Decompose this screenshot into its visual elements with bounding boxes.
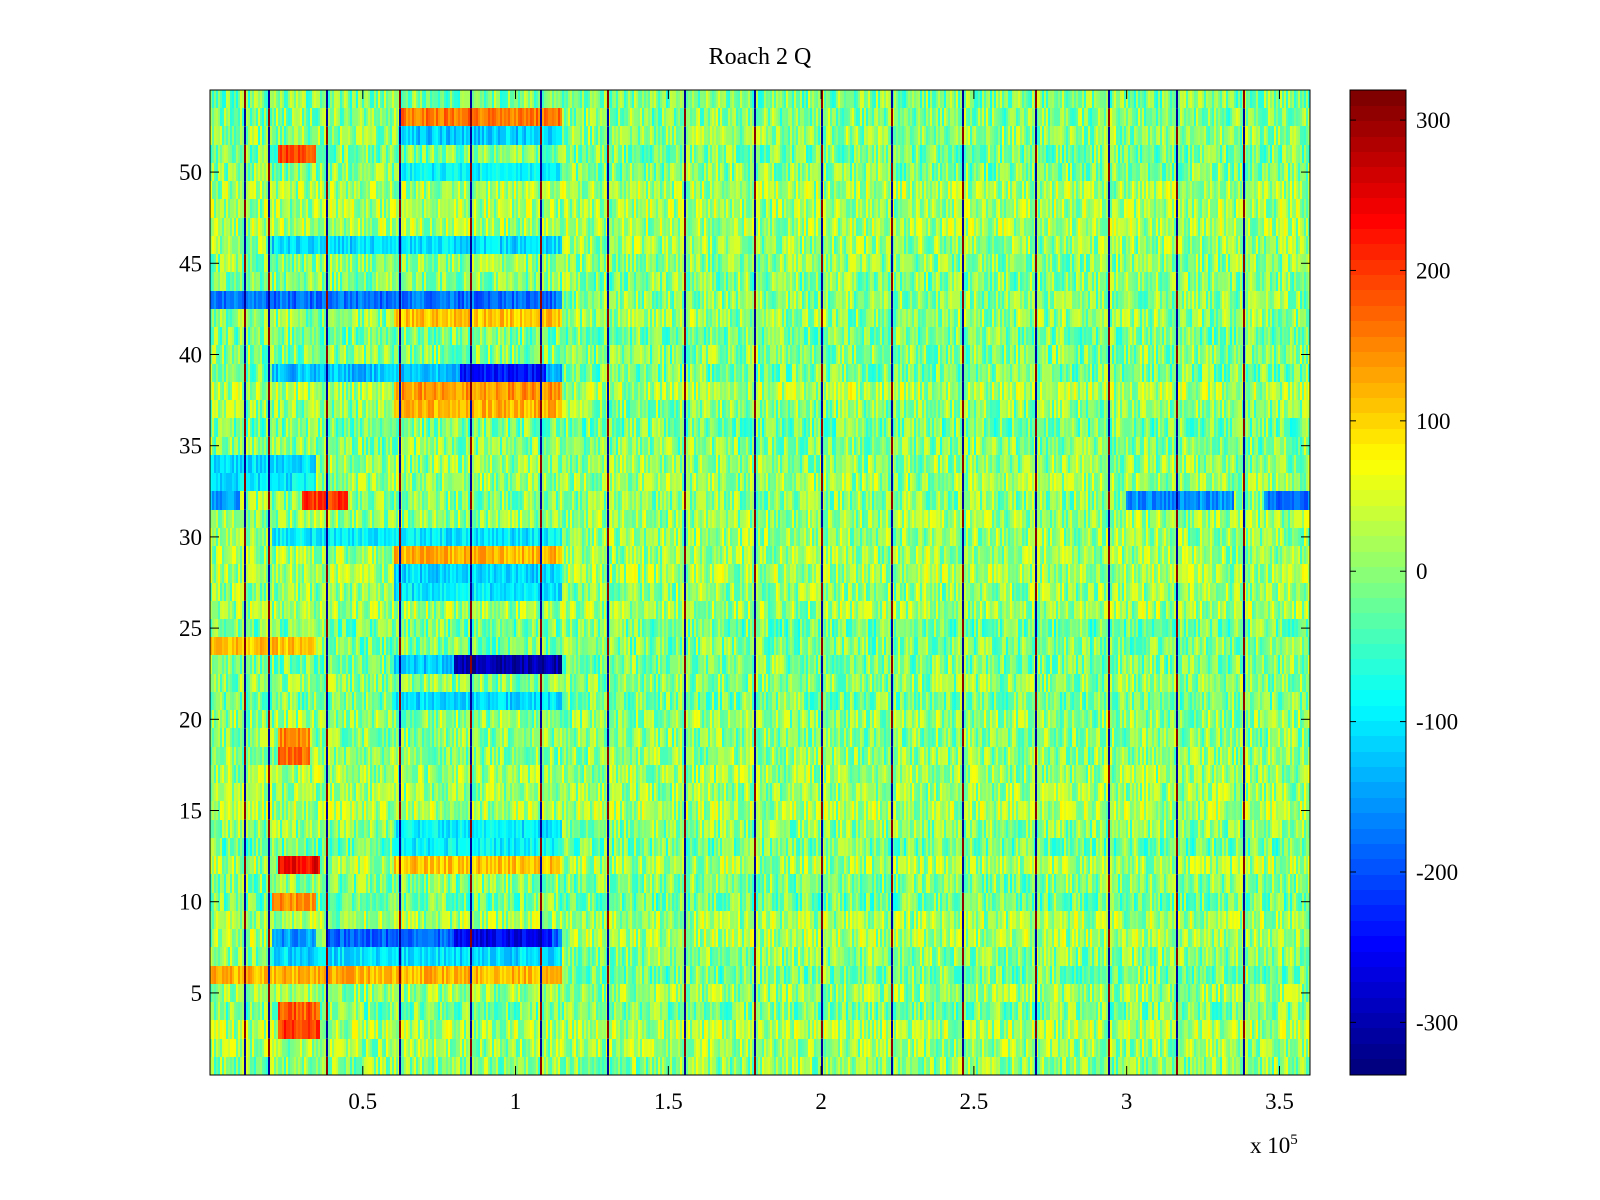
y-tick-label: 10 <box>179 890 202 915</box>
y-tick-label: 35 <box>179 434 202 459</box>
y-tick-label: 40 <box>179 342 202 367</box>
colorbar-tick-label: 0 <box>1416 559 1428 584</box>
colorbar-tick-label: -200 <box>1416 860 1458 885</box>
y-tick-label: 50 <box>179 160 202 185</box>
colorbar-tick-label: -300 <box>1416 1010 1458 1035</box>
x-tick-label: 2 <box>815 1089 827 1114</box>
y-tick-label: 20 <box>179 707 202 732</box>
x-tick-label: 1.5 <box>654 1089 683 1114</box>
x-tick-label: 0.5 <box>348 1089 377 1114</box>
exponent-power: 5 <box>1290 1132 1298 1148</box>
colorbar-tick-label: -100 <box>1416 710 1458 735</box>
y-tick-label: 25 <box>179 616 202 641</box>
plot-frame <box>209 89 1311 1076</box>
colorbar-tick-label: 200 <box>1416 258 1451 283</box>
x-tick-label: 3.5 <box>1265 1089 1294 1114</box>
x-tick-label: 3 <box>1121 1089 1133 1114</box>
y-tick-label: 5 <box>191 981 203 1006</box>
y-tick-label: 45 <box>179 251 202 276</box>
colorbar-gradient <box>1350 90 1406 1075</box>
x-axis-exponent: x 105 <box>1250 1132 1298 1159</box>
exponent-base: x 10 <box>1250 1133 1291 1158</box>
colorbar-frame <box>1349 89 1407 1076</box>
x-tick-label: 2.5 <box>960 1089 989 1114</box>
colorbar-tick-label: 300 <box>1416 108 1451 133</box>
y-tick-label: 15 <box>179 799 202 824</box>
colorbar-tick-label: 100 <box>1416 409 1451 434</box>
y-tick-label: 30 <box>179 525 202 550</box>
heatmap-cells <box>210 90 1310 1075</box>
chart-title: Roach 2 Q <box>708 44 812 70</box>
x-tick-label: 1 <box>510 1089 522 1114</box>
